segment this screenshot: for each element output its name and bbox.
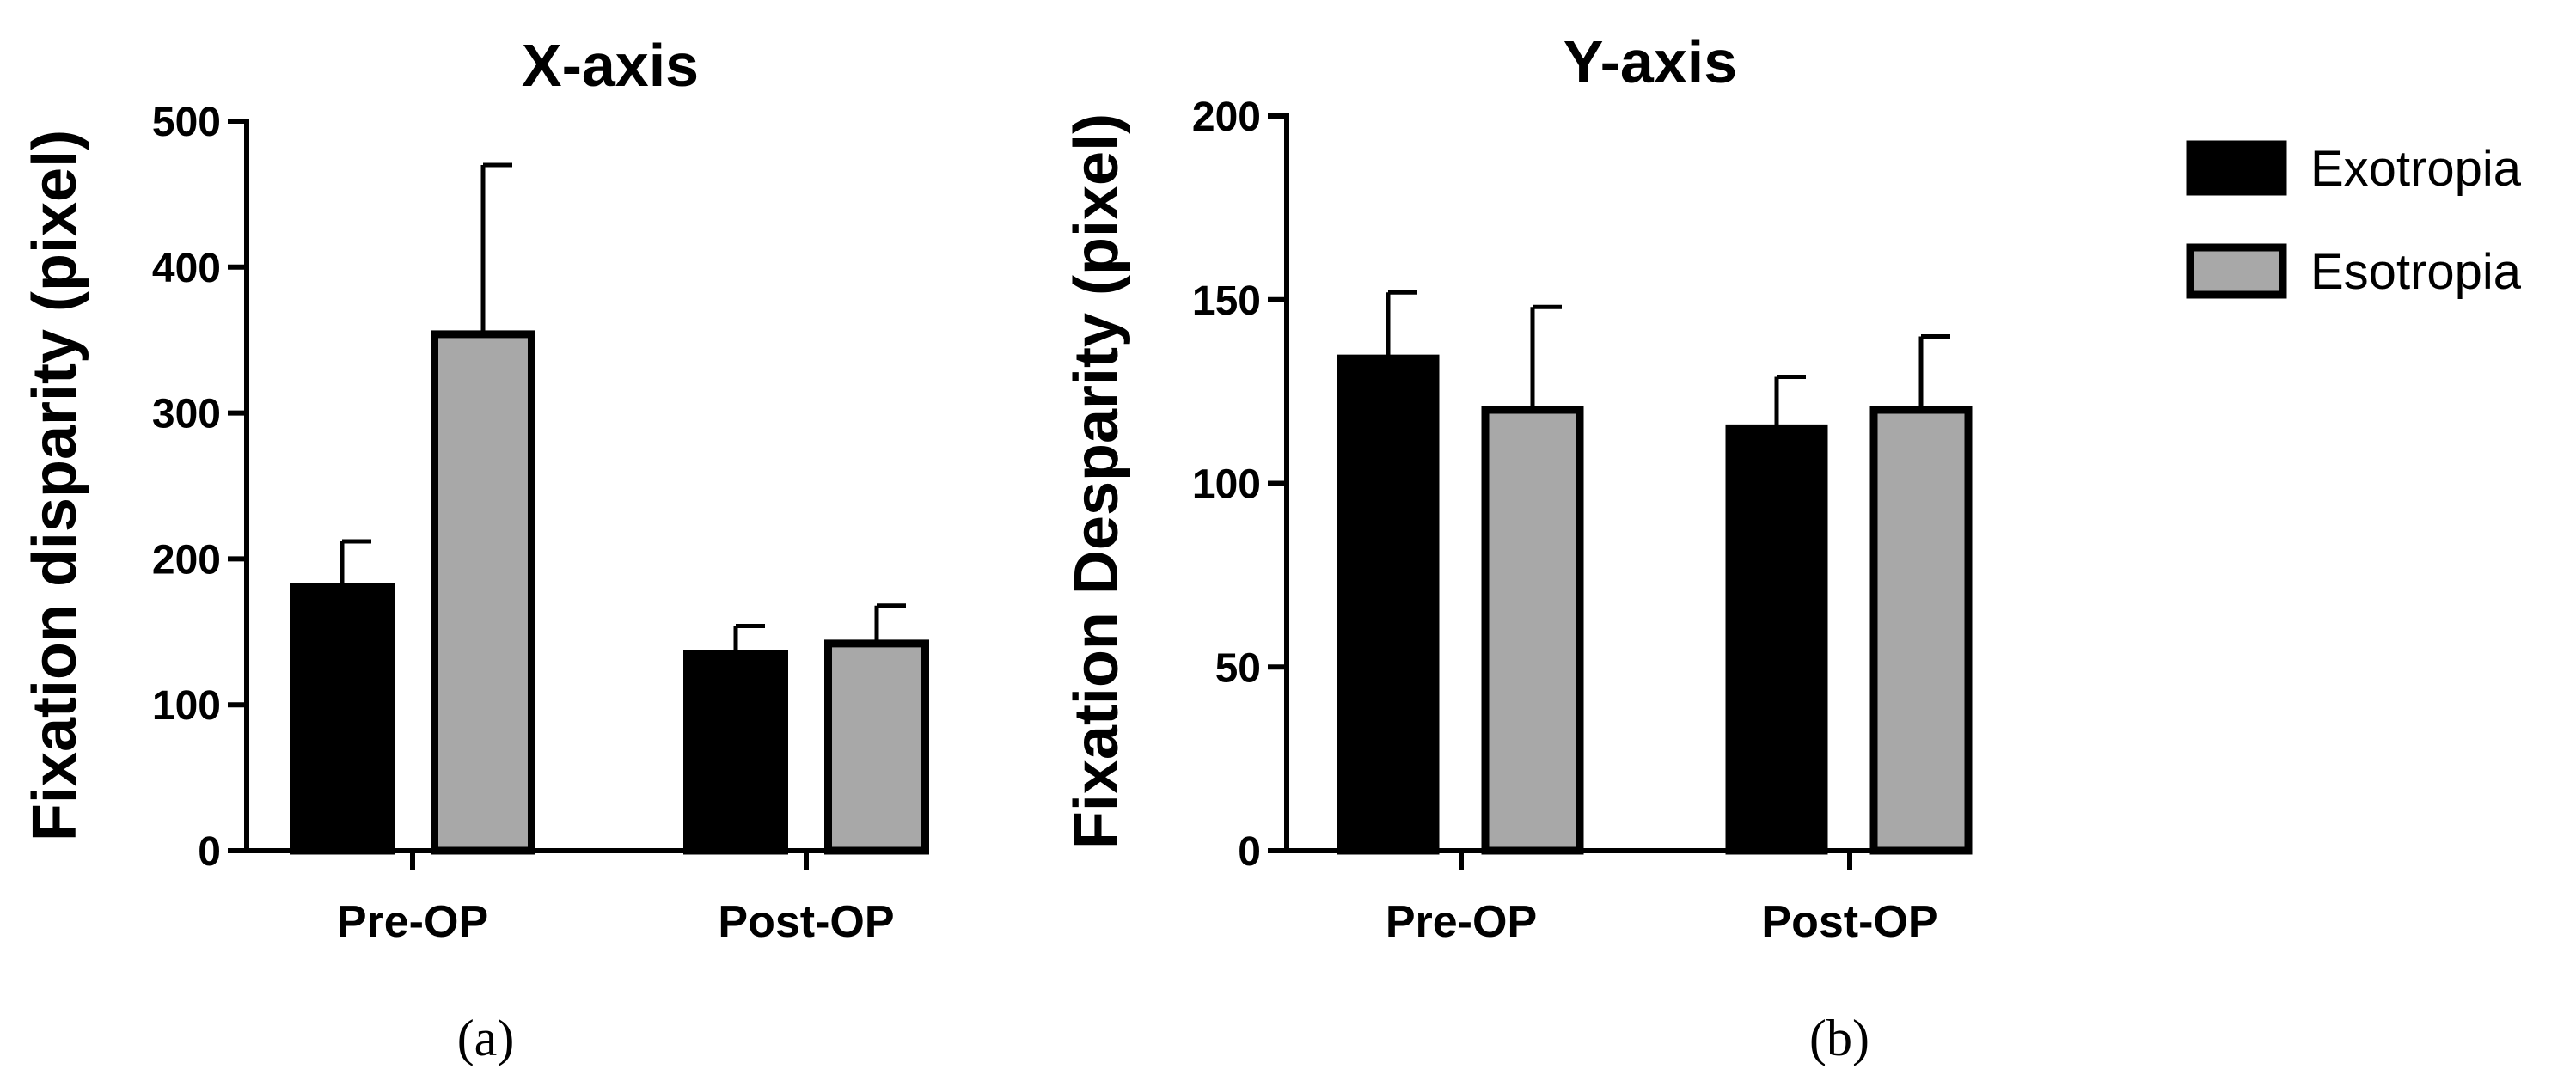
bar-esotropia-pre-op xyxy=(1481,406,1584,855)
legend-label-esotropia: Esotropia xyxy=(2310,244,2522,300)
chart-panel-b: Y-axis Fixation Desparity (pixel) 0 50 100 15… xyxy=(1062,28,1973,1066)
legend-swatch-esotropia xyxy=(2186,243,2287,299)
bar-exotropia-pre-op xyxy=(290,583,395,855)
legend-label-exotropia: Exotropia xyxy=(2310,141,2522,197)
bar-esotropia-post-op xyxy=(1869,406,1973,855)
bar-esotropia-post-op xyxy=(824,639,929,855)
bar-exotropia-pre-op xyxy=(1337,354,1440,855)
bar-esotropia-pre-op xyxy=(431,330,535,855)
y-tick-label: 300 xyxy=(152,392,221,437)
y-tick-label: 500 xyxy=(152,100,221,145)
y-tick-label: 100 xyxy=(1192,462,1261,508)
chart-panel-a: X-axis Fixation disparity (pixel) 0 100 200 3… xyxy=(21,32,929,1066)
y-tick-label: 0 xyxy=(1238,829,1261,875)
x-tick-label: Post-OP xyxy=(1761,897,1937,947)
x-tick-label: Pre-OP xyxy=(1386,897,1537,947)
y-tick-label: 150 xyxy=(1192,278,1261,324)
y-tick-label: 400 xyxy=(152,246,221,291)
y-tick-label: 0 xyxy=(198,829,221,875)
x-tick-label: Pre-OP xyxy=(337,897,488,947)
bar-exotropia-post-op xyxy=(1725,424,1828,855)
y-axis-label: Fixation disparity (pixel) xyxy=(21,130,89,841)
panel-label: (a) xyxy=(457,1010,515,1066)
y-tick-label: 200 xyxy=(152,537,221,583)
panel-label: (b) xyxy=(1809,1010,1869,1066)
chart-title: X-axis xyxy=(522,32,699,99)
y-tick-label: 200 xyxy=(1192,95,1261,140)
y-tick-label: 100 xyxy=(152,683,221,729)
chart-title: Y-axis xyxy=(1563,28,1737,95)
legend-swatch-exotropia xyxy=(2186,140,2287,196)
x-tick-label: Post-OP xyxy=(718,897,894,947)
bar-exotropia-post-op xyxy=(683,650,788,855)
y-tick-label: 50 xyxy=(1215,645,1261,691)
y-axis-label: Fixation Desparity (pixel) xyxy=(1062,113,1131,849)
legend: Exotropia Esotropia xyxy=(2186,140,2522,300)
